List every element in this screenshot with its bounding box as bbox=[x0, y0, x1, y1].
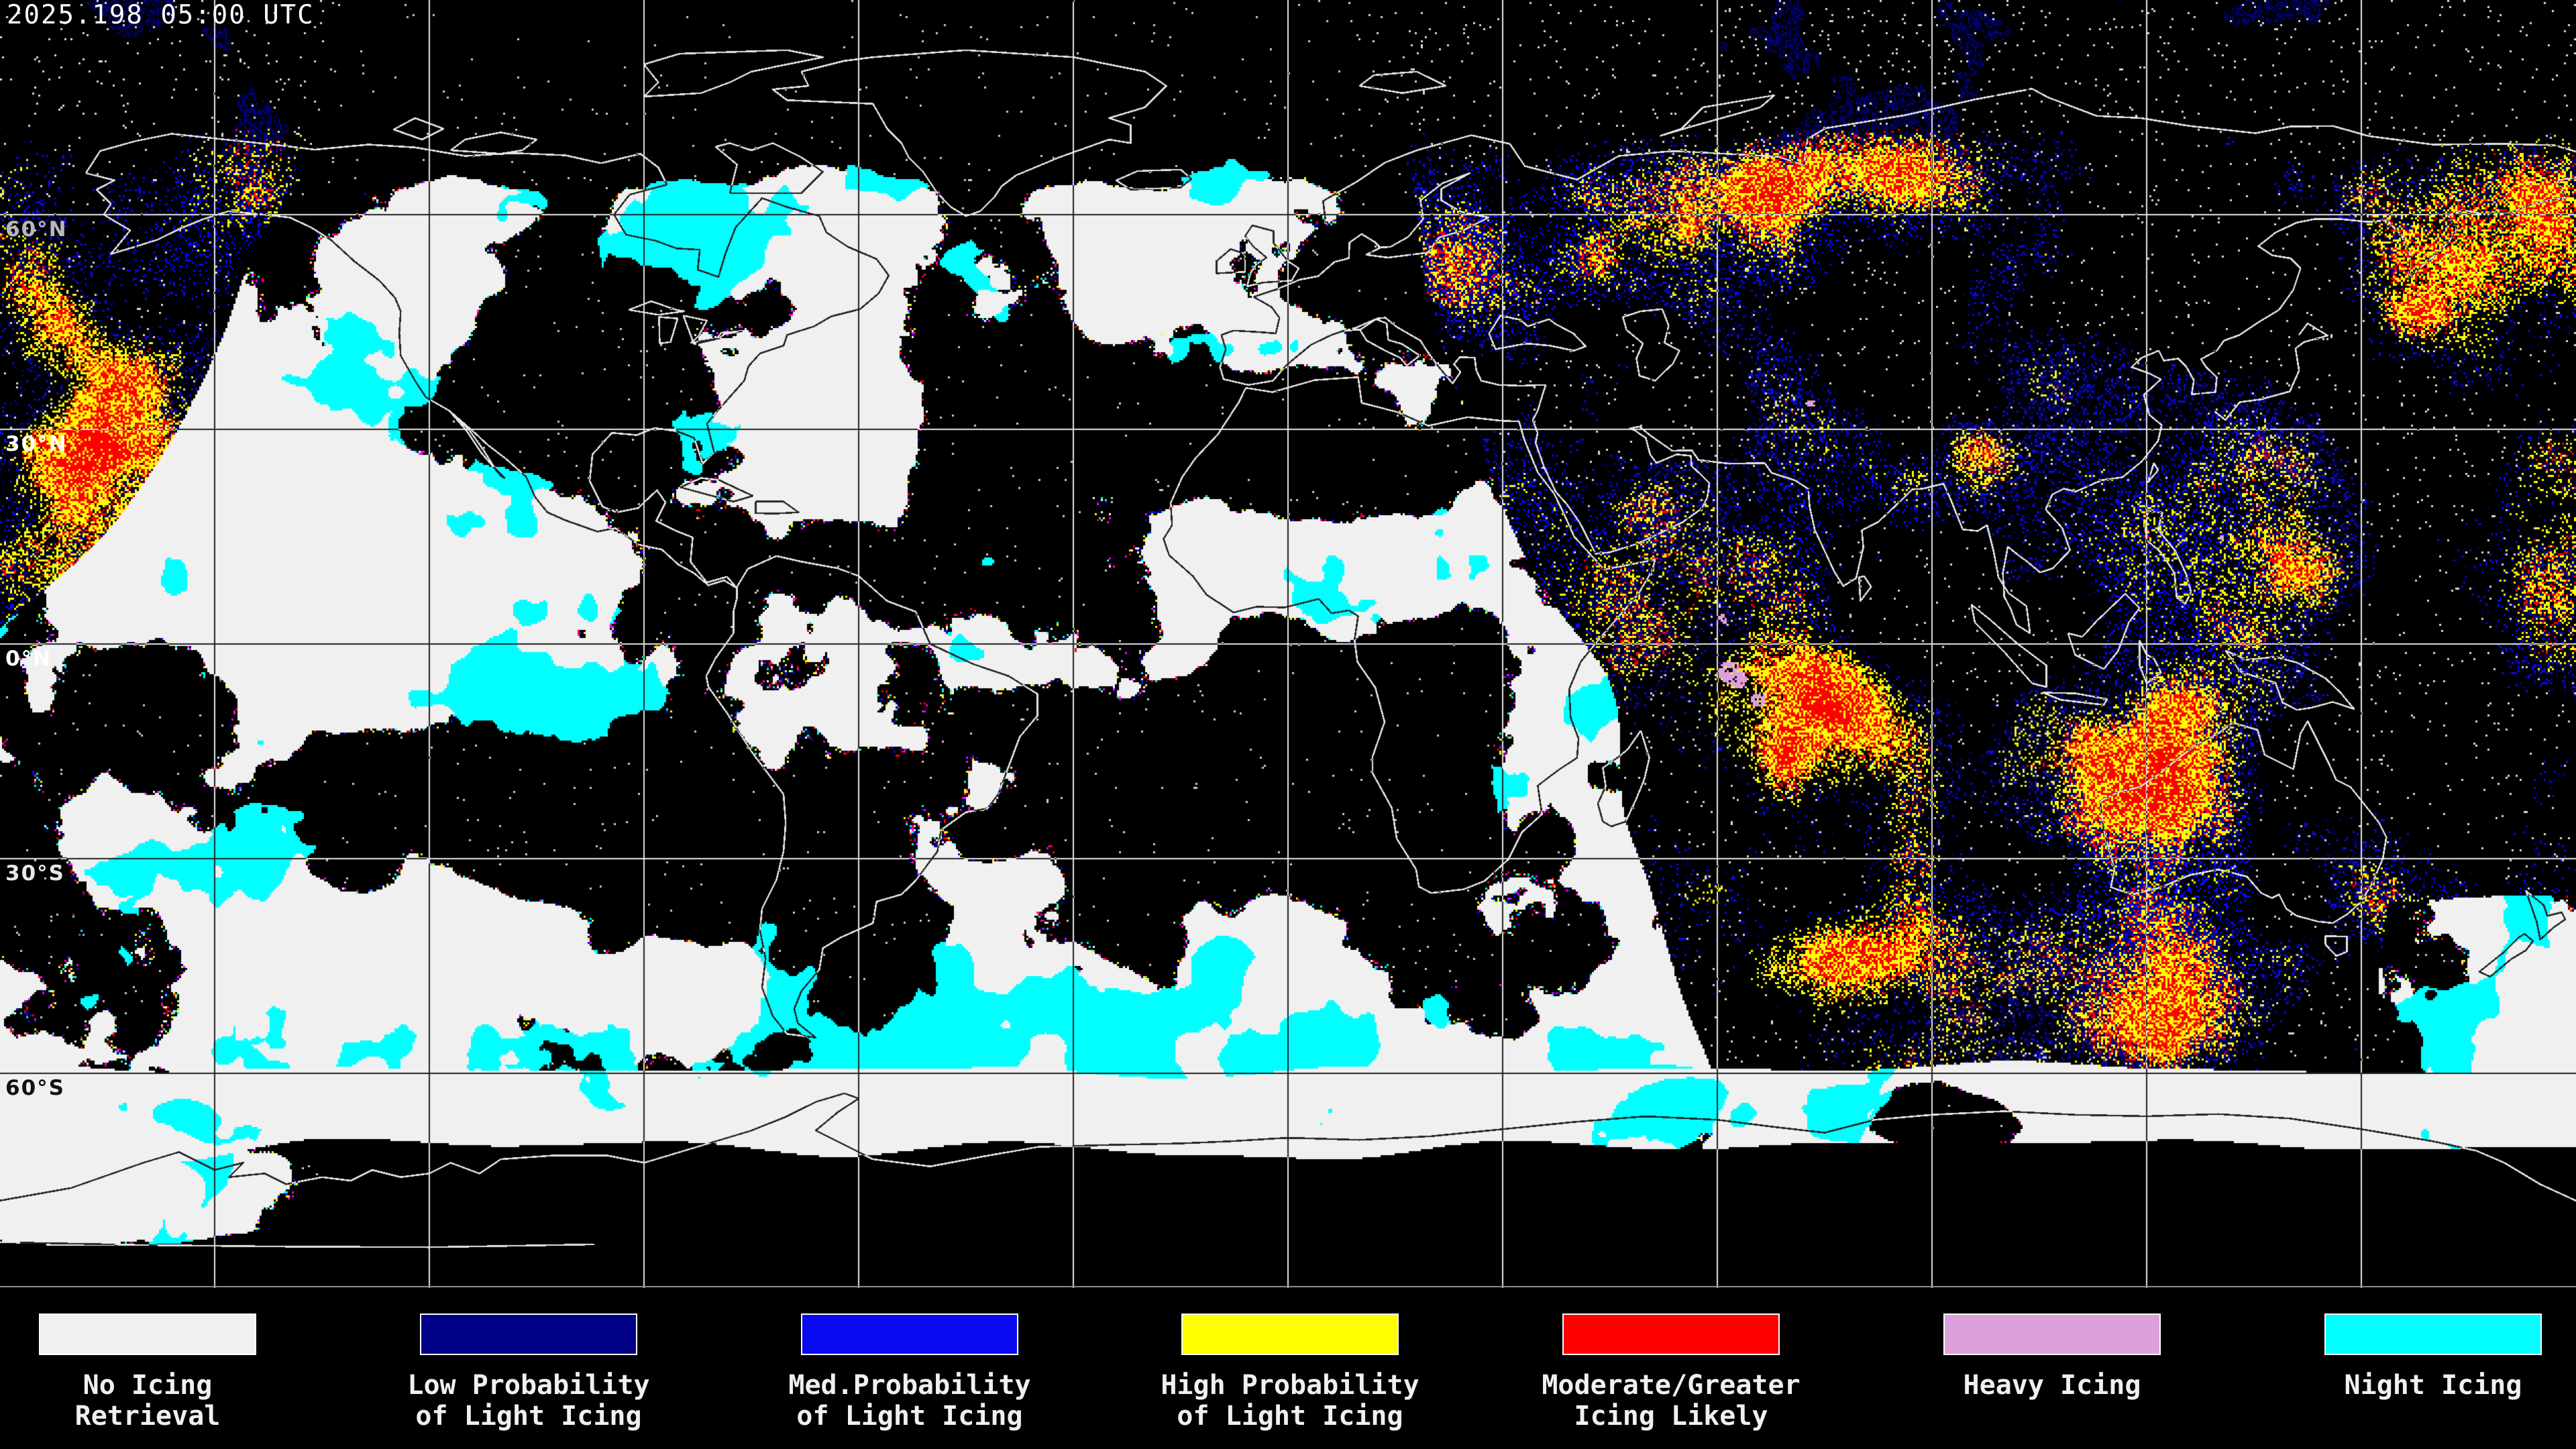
legend-label: Heavy Icing bbox=[1963, 1370, 2141, 1401]
world-map-canvas bbox=[0, 0, 2576, 1288]
legend-swatch bbox=[1943, 1313, 2161, 1355]
legend-item: Heavy Icing bbox=[1911, 1288, 2193, 1401]
legend-item: No Icing Retrieval bbox=[7, 1288, 288, 1432]
latitude-label: 0°N bbox=[5, 647, 52, 671]
legend-label: No Icing Retrieval bbox=[74, 1370, 221, 1432]
timestamp-label: 2025.198 05:00 UTC bbox=[7, 0, 315, 30]
legend-label: Moderate/Greater Icing Likely bbox=[1542, 1370, 1801, 1432]
latitude-label: 30°N bbox=[5, 432, 68, 456]
latitude-label: 30°S bbox=[5, 861, 65, 885]
legend-item: High Probability of Light Icing bbox=[1149, 1288, 1431, 1432]
legend-swatch bbox=[1181, 1313, 1399, 1355]
legend-label: High Probability of Light Icing bbox=[1161, 1370, 1419, 1432]
legend-swatch bbox=[39, 1313, 256, 1355]
legend-item: Low Probability of Light Icing bbox=[388, 1288, 669, 1432]
legend-swatch bbox=[801, 1313, 1018, 1355]
legend-item: Med.Probability of Light Icing bbox=[769, 1288, 1051, 1432]
legend-label: Med.Probability of Light Icing bbox=[788, 1370, 1031, 1432]
legend-swatch bbox=[2324, 1313, 2542, 1355]
latitude-label: 60°N bbox=[5, 217, 68, 241]
legend-item: Moderate/Greater Icing Likely bbox=[1530, 1288, 1812, 1432]
legend-label: Low Probability of Light Icing bbox=[407, 1370, 650, 1432]
legend-item: Night Icing bbox=[2292, 1288, 2574, 1401]
map-legend-divider bbox=[0, 1286, 2576, 1287]
legend-swatch bbox=[420, 1313, 637, 1355]
legend-swatch bbox=[1562, 1313, 1780, 1355]
legend-bar: No Icing Retrieval Low Probability of Lig… bbox=[0, 1288, 2576, 1449]
latitude-label: 60°S bbox=[5, 1076, 65, 1100]
legend-label: Night Icing bbox=[2344, 1370, 2522, 1401]
